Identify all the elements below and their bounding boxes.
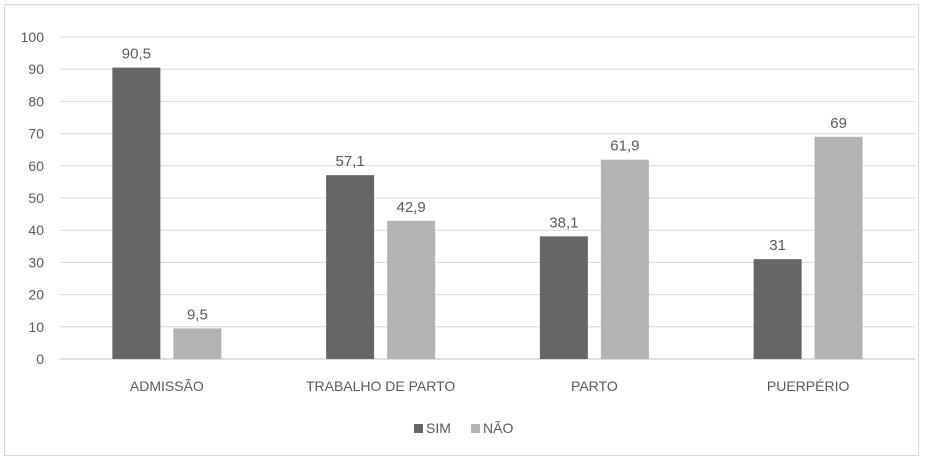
data-label: 69 xyxy=(830,115,847,132)
data-label: 9,5 xyxy=(187,306,208,323)
data-label: 38,1 xyxy=(549,214,578,231)
bar-n-o-0 xyxy=(173,328,222,359)
legend-label: NÃO xyxy=(483,420,513,436)
x-category-label: ADMISSÃO xyxy=(130,378,204,394)
legend: SIM NÃO xyxy=(414,420,513,436)
y-tick-label: 30 xyxy=(28,254,44,270)
y-tick-label: 40 xyxy=(28,222,44,238)
x-category-label: PARTO xyxy=(571,378,618,394)
bar-n-o-1 xyxy=(387,220,436,359)
y-tick-label: 100 xyxy=(21,29,45,45)
y-tick-label: 70 xyxy=(28,126,44,142)
y-tick-label: 50 xyxy=(28,190,44,206)
y-tick-label: 60 xyxy=(28,158,44,174)
y-tick-label: 10 xyxy=(28,319,44,335)
x-axis-category-labels: ADMISSÃO TRABALHO DE PARTO PARTO PUERPÉRIO xyxy=(130,378,850,394)
bars xyxy=(112,67,863,359)
legend-swatch xyxy=(414,424,423,433)
data-label: 42,9 xyxy=(397,199,426,216)
data-label: 57,1 xyxy=(336,153,365,170)
y-tick-label: 90 xyxy=(28,61,44,77)
bar-sim-0 xyxy=(112,67,161,359)
bar-sim-2 xyxy=(539,236,588,359)
bar-n-o-2 xyxy=(600,159,649,359)
data-label: 61,9 xyxy=(610,138,639,155)
data-labels: 90,5 9,5 57,1 42,9 38,1 61,9 31 69 xyxy=(122,46,847,324)
legend-label: SIM xyxy=(426,420,451,436)
data-label: 31 xyxy=(769,237,786,254)
bar-sim-3 xyxy=(753,259,802,359)
x-category-label: TRABALHO DE PARTO xyxy=(306,378,455,394)
bar-sim-1 xyxy=(326,175,375,359)
legend-swatch xyxy=(471,424,480,433)
bar-n-o-3 xyxy=(814,136,863,359)
y-tick-label: 20 xyxy=(28,287,44,303)
data-label: 90,5 xyxy=(122,46,151,63)
y-axis-tick-labels: 0 10 20 30 40 50 60 70 80 90 100 xyxy=(21,29,45,367)
y-tick-label: 0 xyxy=(36,351,44,367)
y-tick-label: 80 xyxy=(28,93,44,109)
x-category-label: PUERPÉRIO xyxy=(767,378,850,394)
